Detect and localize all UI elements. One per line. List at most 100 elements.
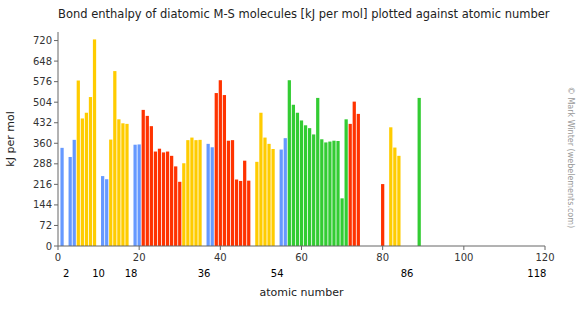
- x-axis-label: atomic number: [259, 286, 344, 299]
- y-tick: [54, 163, 58, 164]
- bar: [227, 141, 230, 246]
- bar: [93, 39, 96, 246]
- bar: [259, 113, 262, 246]
- bar: [101, 176, 104, 246]
- bar: [353, 102, 356, 246]
- bar: [60, 148, 63, 246]
- bar: [332, 141, 335, 246]
- bar: [223, 95, 226, 246]
- bar: [170, 156, 173, 246]
- x-tick: [463, 246, 464, 250]
- bar: [174, 166, 177, 246]
- x-tick-label: 20: [133, 252, 146, 263]
- y-tick: [54, 61, 58, 62]
- bar: [316, 98, 319, 246]
- bar: [182, 163, 185, 246]
- x2-tick-label: 2: [63, 268, 69, 279]
- bar: [207, 144, 210, 246]
- bar: [418, 98, 421, 246]
- axes: 0721442162883604325045766487200204060801…: [33, 32, 555, 279]
- bar: [292, 105, 295, 246]
- bar: [349, 124, 352, 246]
- x-tick: [58, 246, 59, 250]
- y-axis-line: [58, 32, 59, 246]
- x-tick: [382, 246, 383, 250]
- y-tick: [54, 81, 58, 82]
- x2-tick-label: 18: [125, 268, 138, 279]
- x-tick-label: 60: [295, 252, 308, 263]
- bar: [166, 152, 169, 246]
- bar: [231, 140, 234, 246]
- bar: [300, 120, 303, 246]
- y-tick: [54, 184, 58, 185]
- bar: [186, 140, 189, 246]
- bar: [280, 150, 283, 246]
- y-tick-label: 576: [33, 76, 52, 87]
- bar: [194, 140, 197, 246]
- bar: [263, 138, 266, 246]
- y-tick-label: 432: [33, 117, 52, 128]
- y-tick: [54, 122, 58, 123]
- y-tick: [54, 143, 58, 144]
- bar: [198, 140, 201, 246]
- bar: [397, 156, 400, 246]
- x2-tick-label: 86: [401, 268, 414, 279]
- bar: [357, 114, 360, 246]
- x-tick: [545, 246, 546, 250]
- bar: [69, 157, 72, 246]
- bar: [219, 80, 222, 246]
- y-tick-label: 360: [33, 138, 52, 149]
- y-tick-label: 504: [33, 97, 52, 108]
- bar: [215, 93, 218, 246]
- bar: [133, 145, 136, 246]
- bar: [324, 142, 327, 246]
- x2-tick-label: 10: [92, 268, 105, 279]
- bar: [381, 184, 384, 246]
- y-tick: [54, 204, 58, 205]
- bar: [138, 144, 141, 246]
- chart: Bond enthalpy of diatomic M-S molecules …: [0, 0, 580, 315]
- y-tick-label: 648: [33, 56, 52, 67]
- bar: [296, 113, 299, 246]
- x-tick-label: 80: [376, 252, 389, 263]
- title: Bond enthalpy of diatomic M-S molecules …: [58, 7, 550, 21]
- bar: [393, 148, 396, 246]
- bar: [146, 116, 149, 246]
- bar: [109, 140, 112, 246]
- bar: [284, 138, 287, 246]
- bar: [312, 134, 315, 246]
- bar: [113, 71, 116, 246]
- bar: [73, 140, 76, 246]
- y-axis-label: kJ per mol: [4, 111, 17, 166]
- bar: [288, 80, 291, 246]
- y-tick: [54, 102, 58, 103]
- bar: [178, 182, 181, 246]
- bar: [89, 97, 92, 246]
- bar: [154, 152, 157, 246]
- bar: [81, 118, 84, 246]
- x-tick-label: 40: [214, 252, 227, 263]
- y-tick-label: 144: [33, 199, 52, 210]
- bar: [85, 113, 88, 246]
- bar: [162, 152, 165, 246]
- bar: [336, 141, 339, 246]
- bar: [125, 124, 128, 246]
- y-tick-label: 0: [46, 241, 52, 252]
- bar: [239, 181, 242, 246]
- bar: [77, 81, 80, 246]
- bar: [345, 119, 348, 246]
- bar: [340, 198, 343, 246]
- y-tick: [54, 246, 58, 247]
- bar: [190, 138, 193, 246]
- bar: [320, 139, 323, 246]
- bar: [304, 125, 307, 246]
- x2-tick-label: 36: [198, 268, 211, 279]
- bar: [247, 181, 250, 246]
- x-tick-label: 100: [454, 252, 473, 263]
- bar: [121, 123, 124, 246]
- bar: [158, 149, 161, 246]
- x2-tick-label: 118: [527, 268, 546, 279]
- bar: [389, 127, 392, 246]
- x-tick: [220, 246, 221, 250]
- y-tick: [54, 40, 58, 41]
